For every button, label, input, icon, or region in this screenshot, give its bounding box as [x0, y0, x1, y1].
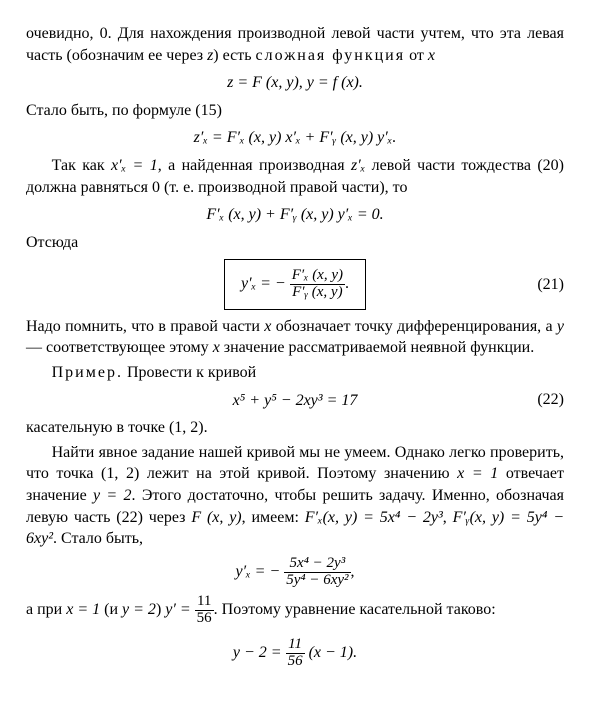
text: Стало быть, по формуле (15) — [26, 102, 222, 119]
inline-eq: x = 1 — [66, 601, 100, 618]
eq-body: F′ₓ (x, y) + F′ᵧ (x, y) y′ₓ = 0. — [206, 206, 383, 223]
text: Провести к кривой — [123, 364, 256, 381]
paragraph-6: Пример. Провести к кривой — [26, 362, 564, 384]
inline-eq: y′ = — [165, 601, 190, 618]
example-label: Пример. — [52, 364, 123, 381]
text: Отсюда — [26, 234, 78, 251]
equation-7: y − 2 = 1156 (x − 1). — [26, 637, 564, 670]
text: , а найденная производная — [158, 157, 351, 174]
denominator: F′ᵧ (x, y) — [290, 284, 345, 301]
text: — соответствующее этому — [26, 339, 213, 356]
text: ) есть — [213, 47, 255, 64]
paragraph-9: а при x = 1 (и y = 2) y′ = 1156. Поэтому… — [26, 594, 564, 627]
inline-eq: x′ₓ = 1 — [111, 157, 158, 174]
eq-left: y′ₓ = − — [235, 563, 284, 580]
equation-6: y′ₓ = − 5x⁴ − 2y³5y⁴ − 6xy², — [26, 556, 564, 589]
fraction: 1156 — [286, 637, 305, 670]
dot: . — [345, 275, 349, 292]
paragraph-7: касательную в точке (1, 2). — [26, 417, 564, 439]
text: (и — [100, 601, 122, 618]
text: Надо помнить, что в правой части — [26, 318, 264, 335]
text: обозначает точку дифференцирования, а — [271, 318, 557, 335]
fraction: F′ₓ (x, y)F′ᵧ (x, y) — [290, 268, 345, 301]
equation-number: (21) — [537, 274, 564, 296]
paragraph-1: очевидно, 0. Для нахождения производной … — [26, 23, 564, 66]
inline-eq: x = 1 — [457, 465, 498, 482]
text: а при — [26, 601, 66, 618]
equation-1: z = F (x, y), y = f (x). — [26, 72, 564, 94]
eq-body: x⁵ + y⁵ − 2xy³ = 17 — [233, 392, 358, 409]
numerator: 11 — [286, 637, 305, 653]
fraction: 1156 — [195, 594, 214, 627]
boxed-formula: y′ₓ = − F′ₓ (x, y)F′ᵧ (x, y). — [224, 259, 366, 310]
text: ) — [156, 601, 165, 618]
text: значение рассматриваемой неявной функции… — [220, 339, 534, 356]
text: , имеем: — [242, 509, 305, 526]
paragraph-4: Отсюда — [26, 232, 564, 254]
var-x: x — [428, 47, 435, 64]
paragraph-8: Найти явное задание нашей кривой мы не у… — [26, 442, 564, 550]
eq-right: (x − 1). — [309, 644, 358, 661]
denominator: 56 — [286, 653, 305, 670]
text: , — [443, 509, 453, 526]
var-y: y — [557, 318, 564, 335]
eq-body: z = F (x, y), y = f (x). — [227, 74, 363, 91]
inline-eq: F′ₓ(x, y) = 5x⁴ − 2y³ — [305, 509, 443, 526]
text: касательную в точке (1, 2). — [26, 419, 208, 436]
text: . Стало быть, — [53, 530, 143, 547]
numerator: 5x⁴ − 2y³ — [284, 556, 350, 572]
denominator: 5y⁴ − 6xy² — [284, 572, 350, 589]
eq-left: y′ₓ = − — [241, 275, 290, 292]
comma: , — [351, 563, 355, 580]
paragraph-5: Надо помнить, что в правой части x обозн… — [26, 316, 564, 359]
inline-eq: F (x, y) — [191, 509, 241, 526]
equation-5: x⁵ + y⁵ − 2xy³ = 17 (22) — [26, 390, 564, 412]
text: Так как — [52, 157, 111, 174]
page-content: очевидно, 0. Для нахождения производной … — [0, 0, 590, 701]
inline-eq: y = 2 — [93, 487, 132, 504]
equation-3: F′ₓ (x, y) + F′ᵧ (x, y) y′ₓ = 0. — [26, 204, 564, 226]
eq-left: y − 2 = — [233, 644, 286, 661]
equation-number: (22) — [537, 390, 564, 412]
paragraph-3: Так как x′ₓ = 1, а найденная производная… — [26, 155, 564, 198]
text: . Поэтому уравнение касательной таково: — [214, 601, 496, 618]
numerator: F′ₓ (x, y) — [290, 268, 345, 284]
var-x: x — [213, 339, 220, 356]
eq-body: z′ₓ = F′ₓ (x, y) x′ₓ + F′ᵧ (x, y) y′ₓ. — [194, 129, 397, 146]
paragraph-2: Стало быть, по формуле (15) — [26, 100, 564, 122]
fraction: 5x⁴ − 2y³5y⁴ − 6xy² — [284, 556, 350, 589]
inline-eq: z′ₓ — [351, 157, 365, 174]
text: от — [405, 47, 428, 64]
numerator: 11 — [195, 594, 214, 610]
inline-eq: y = 2 — [122, 601, 156, 618]
equation-2: z′ₓ = F′ₓ (x, y) x′ₓ + F′ᵧ (x, y) y′ₓ. — [26, 127, 564, 149]
equation-4: y′ₓ = − F′ₓ (x, y)F′ᵧ (x, y). (21) — [26, 259, 564, 310]
spaced-text: сложная функция — [256, 47, 406, 64]
denominator: 56 — [195, 610, 214, 627]
